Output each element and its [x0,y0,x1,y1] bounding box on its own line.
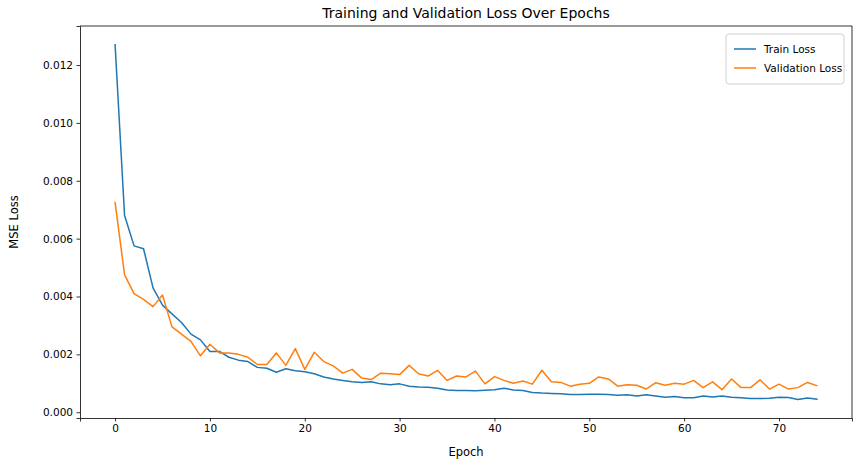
x-tick-label: 10 [204,422,217,434]
y-axis: 0.000 0.002 0.004 0.006 0.008 0.010 0.012 [43,27,81,419]
legend-box [726,34,844,84]
x-tick-mark [589,418,590,422]
y-tick-mark [77,296,81,297]
y-tick: 0.008 [43,175,80,187]
x-tick-label: 20 [299,422,312,434]
x-tick: 30 [393,418,406,434]
x-tick-mark [494,418,495,422]
y-tick-mark [77,354,81,355]
chart: 0.000 0.002 0.004 0.006 0.008 0.010 0.012 0 10 20… [0,0,863,470]
y-tick: 0.002 [43,348,80,360]
lines [115,45,817,400]
y-tick-label: 0.002 [43,348,73,360]
x-tick-mark [210,418,211,422]
x-tick: 70 [773,418,786,434]
x-tick-label: 50 [583,422,596,434]
x-tick: 40 [488,418,501,434]
y-tick-label: 0.000 [43,406,73,418]
y-tick-mark [77,123,81,124]
legend-label: Validation Loss [764,62,842,74]
x-axis-title: Epoch [448,445,483,459]
x-tick: 60 [678,418,691,434]
x-tick-label: 70 [773,422,786,434]
legend: Train Loss Validation Loss [726,34,844,84]
y-tick-label: 0.008 [43,175,73,187]
y-tick-mark [77,412,81,413]
x-tick-label: 0 [112,422,119,434]
frame [80,26,852,27]
x-tick: 0 [112,418,119,434]
x-tick-mark [684,418,685,422]
x-tick-label: 30 [393,422,406,434]
title: Training and Validation Loss Over Epochs [321,5,610,21]
y-tick-mark [77,181,81,182]
frame [852,26,853,418]
x-tick-mark [779,418,780,422]
plot: 0.000 0.002 0.004 0.006 0.008 0.010 0.012 0 10 20… [43,26,853,434]
x-tick-mark [115,418,116,422]
axis-line [81,419,853,422]
y-tick: 0.010 [43,117,80,129]
y-tick: 0.006 [43,232,80,244]
legend-label: Train Loss [763,43,816,55]
series-line [115,202,817,389]
y-tick: 0.000 [43,406,80,418]
y-tick-label: 0.010 [43,117,73,129]
axis-line [77,27,81,419]
x-tick-label: 40 [488,422,501,434]
y-tick-label: 0.004 [43,290,73,302]
x-tick: 10 [204,418,217,434]
y-tick: 0.004 [43,290,80,302]
y-tick-label: 0.006 [43,232,73,244]
series-line [115,45,817,400]
x-tick: 20 [299,418,312,434]
x-tick-label: 60 [678,422,691,434]
y-tick-label: 0.012 [43,59,73,71]
y-tick-mark [77,65,81,66]
x-tick-mark [305,418,306,422]
x-axis: 0 10 20 30 40 50 60 70 [81,418,853,434]
x-tick: 50 [583,418,596,434]
legend-swatch [734,48,756,50]
y-tick: 0.012 [43,59,80,71]
legend-swatch [734,67,756,69]
x-tick-mark [400,418,401,422]
y-tick-mark [77,239,81,240]
y-axis-title: MSE Loss [7,195,21,248]
